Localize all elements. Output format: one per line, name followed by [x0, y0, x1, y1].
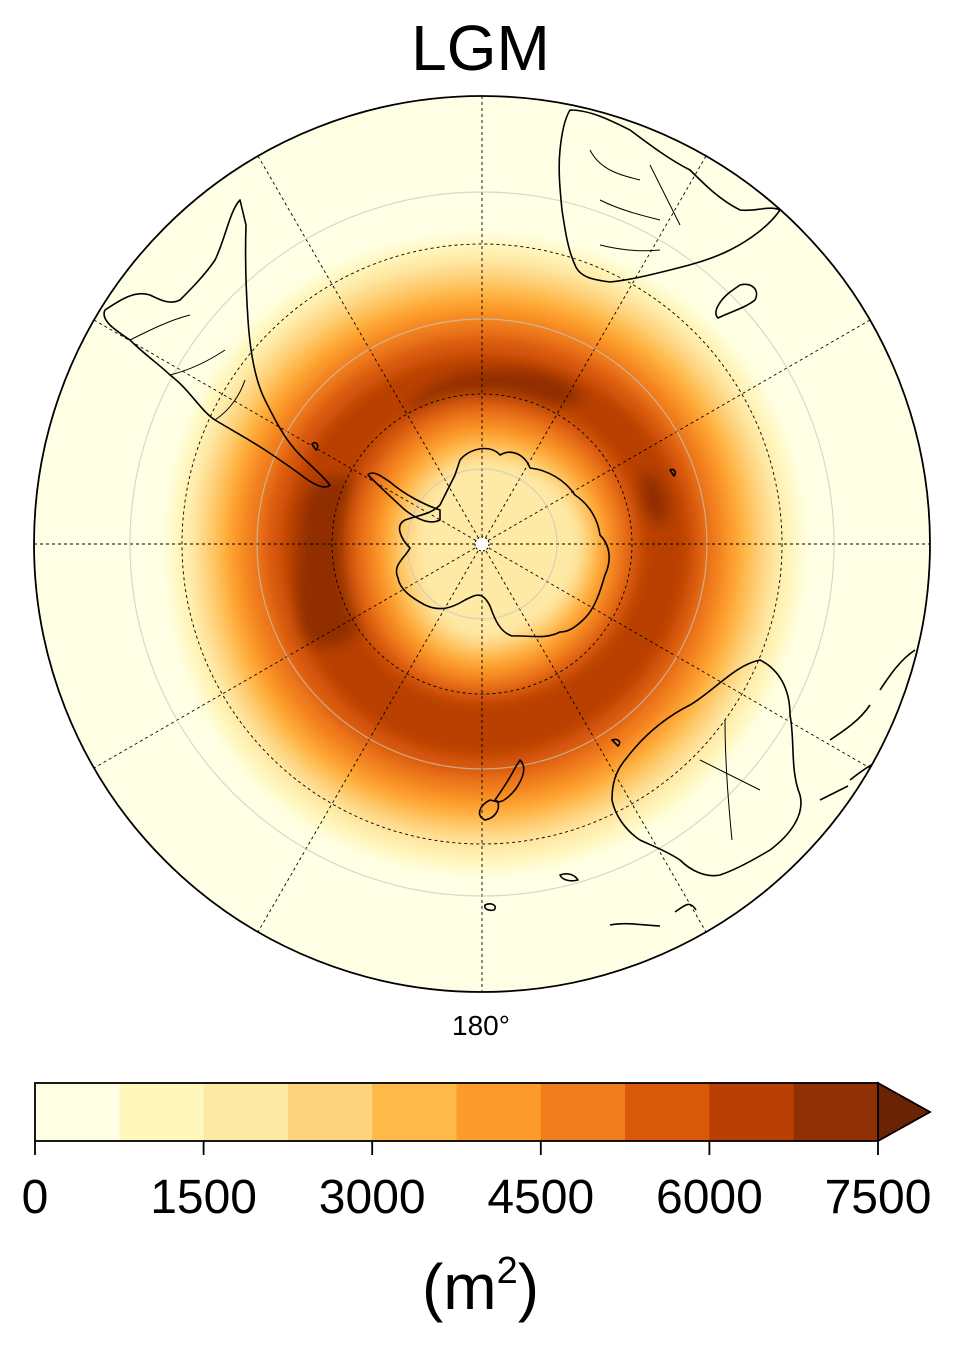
colorbar-extend-arrow	[877, 1081, 932, 1143]
colorbar-tick-label-1500: 1500	[150, 1171, 257, 1224]
africa-internal-borders	[589, 149, 681, 252]
colorbar-segment	[119, 1083, 205, 1141]
colorbar-segment	[203, 1083, 289, 1141]
map-title: LGM	[411, 12, 550, 84]
colorbar-segment	[540, 1083, 626, 1141]
colorbar-segment	[372, 1083, 457, 1141]
australia-internal-borders	[699, 719, 761, 841]
colorbar-tick-label-3000: 3000	[318, 1171, 426, 1224]
latitude-circle-outer	[181, 243, 783, 845]
south-america-internal-borders	[129, 314, 246, 421]
small-island-3	[609, 903, 697, 927]
colorbar-segment	[287, 1083, 373, 1141]
australia-coastline	[611, 659, 802, 877]
pole-marker	[474, 536, 490, 552]
meridian-30	[257, 155, 707, 933]
colorbar-ticks	[34, 1141, 879, 1155]
field-inner-decrease-6	[414, 460, 582, 640]
polar-map	[33, 95, 931, 993]
colorbar-tick-label-0: 0	[21, 1171, 49, 1224]
units-prefix: (m	[421, 1251, 497, 1323]
small-island-2	[484, 903, 497, 912]
faint-latitude-rings	[129, 191, 835, 897]
colorbar-segment	[456, 1083, 542, 1141]
longitude-label: 180°	[452, 1010, 510, 1041]
meridian-60	[93, 319, 871, 769]
colorbar-segment	[709, 1083, 795, 1141]
meridian-120	[93, 319, 871, 769]
small-island-4	[311, 441, 677, 747]
colorbar-segment	[35, 1083, 120, 1141]
antarctic-peninsula	[367, 472, 441, 523]
units-power: 2	[496, 1250, 518, 1292]
units-suffix: )	[517, 1251, 540, 1323]
south-america-coastline	[103, 199, 331, 488]
new-zealand-south	[478, 799, 500, 821]
colorbar-segment	[793, 1083, 879, 1141]
colorbar-units: (m2)	[0, 1245, 961, 1329]
colorbar-tick-label-4500: 4500	[487, 1171, 595, 1224]
map-boundary	[33, 95, 931, 993]
colorbar-segment	[625, 1083, 710, 1141]
southeast-asia-islands	[819, 649, 916, 801]
colorbar-frame	[34, 1082, 879, 1142]
thickness-field	[170, 238, 800, 870]
antarctica-coastline	[395, 447, 610, 638]
colorbar-segments	[35, 1081, 932, 1143]
map-field	[34, 96, 930, 992]
latitude-circle-inner	[331, 393, 633, 695]
colorbar-tick-label-7500: 7500	[824, 1171, 932, 1224]
small-island-1	[559, 873, 579, 882]
coastlines	[103, 109, 916, 927]
field-maximum-zone	[295, 368, 669, 649]
africa-coastline	[558, 109, 781, 283]
colorbar-tick-label-6000: 6000	[656, 1171, 763, 1224]
madagascar-coastline	[715, 283, 758, 319]
meridian-150	[257, 155, 707, 933]
gridlines	[34, 96, 930, 992]
new-zealand-north	[494, 759, 525, 803]
colorbar	[34, 1081, 932, 1155]
